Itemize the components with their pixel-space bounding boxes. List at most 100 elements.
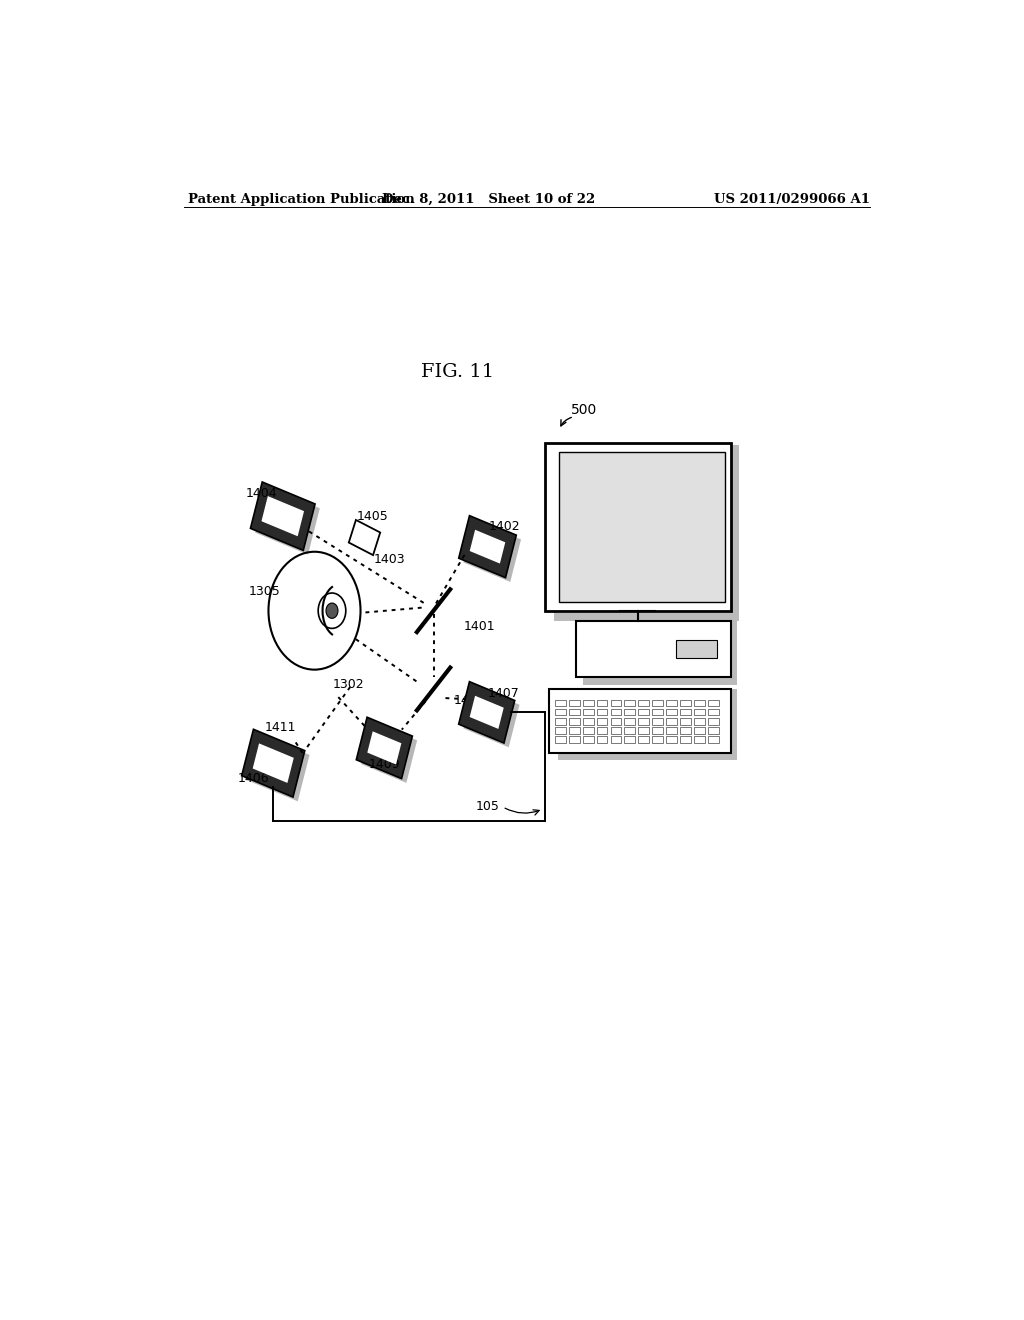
- Polygon shape: [583, 709, 594, 715]
- Polygon shape: [597, 727, 607, 734]
- Polygon shape: [242, 729, 305, 797]
- Polygon shape: [652, 709, 663, 715]
- Polygon shape: [597, 737, 607, 743]
- Polygon shape: [597, 718, 607, 725]
- Polygon shape: [610, 700, 622, 706]
- Polygon shape: [569, 709, 580, 715]
- Polygon shape: [583, 700, 594, 706]
- Text: 1305: 1305: [249, 585, 281, 598]
- Polygon shape: [555, 709, 566, 715]
- Polygon shape: [583, 718, 594, 725]
- Text: 500: 500: [571, 404, 597, 417]
- Polygon shape: [555, 727, 566, 734]
- Text: FIG. 11: FIG. 11: [421, 363, 494, 381]
- Polygon shape: [577, 620, 731, 677]
- Polygon shape: [247, 734, 309, 801]
- Polygon shape: [666, 709, 677, 715]
- Text: 1406: 1406: [238, 772, 269, 785]
- Polygon shape: [694, 718, 705, 725]
- Polygon shape: [708, 718, 719, 725]
- Text: US 2011/0299066 A1: US 2011/0299066 A1: [714, 193, 870, 206]
- Polygon shape: [652, 727, 663, 734]
- Text: 1302: 1302: [333, 678, 365, 692]
- Polygon shape: [569, 737, 580, 743]
- Text: 1407: 1407: [487, 686, 519, 700]
- Polygon shape: [555, 700, 566, 706]
- Polygon shape: [597, 700, 607, 706]
- Polygon shape: [666, 718, 677, 725]
- Polygon shape: [459, 516, 516, 578]
- Polygon shape: [251, 482, 315, 550]
- Polygon shape: [666, 700, 677, 706]
- Polygon shape: [694, 700, 705, 706]
- Polygon shape: [554, 445, 739, 620]
- Text: 1410: 1410: [454, 693, 485, 706]
- Polygon shape: [597, 709, 607, 715]
- Polygon shape: [610, 737, 622, 743]
- Polygon shape: [555, 737, 566, 743]
- Polygon shape: [368, 731, 401, 764]
- Polygon shape: [676, 640, 717, 657]
- Polygon shape: [694, 737, 705, 743]
- Polygon shape: [610, 709, 622, 715]
- Polygon shape: [253, 743, 294, 783]
- Text: 1405: 1405: [356, 510, 388, 523]
- Text: 1409: 1409: [369, 758, 400, 771]
- Polygon shape: [638, 727, 649, 734]
- Text: 1404: 1404: [246, 487, 278, 500]
- Polygon shape: [261, 496, 304, 536]
- Polygon shape: [583, 737, 594, 743]
- Polygon shape: [625, 709, 635, 715]
- Text: 105: 105: [475, 800, 500, 813]
- Polygon shape: [459, 681, 515, 743]
- Polygon shape: [610, 727, 622, 734]
- Polygon shape: [625, 718, 635, 725]
- Polygon shape: [638, 709, 649, 715]
- Polygon shape: [470, 529, 505, 564]
- Polygon shape: [361, 722, 417, 783]
- Text: 1401: 1401: [464, 620, 496, 634]
- Polygon shape: [569, 727, 580, 734]
- Polygon shape: [680, 737, 691, 743]
- Text: 1411: 1411: [264, 721, 296, 734]
- Polygon shape: [638, 718, 649, 725]
- Polygon shape: [680, 718, 691, 725]
- Polygon shape: [708, 737, 719, 743]
- Polygon shape: [583, 727, 594, 734]
- Polygon shape: [349, 520, 380, 556]
- Polygon shape: [464, 520, 521, 582]
- Polygon shape: [625, 727, 635, 734]
- Polygon shape: [666, 727, 677, 734]
- Polygon shape: [708, 709, 719, 715]
- Circle shape: [326, 603, 338, 618]
- Polygon shape: [625, 700, 635, 706]
- Polygon shape: [356, 717, 413, 779]
- Polygon shape: [652, 700, 663, 706]
- Polygon shape: [652, 737, 663, 743]
- Polygon shape: [680, 709, 691, 715]
- Polygon shape: [638, 700, 649, 706]
- Polygon shape: [569, 718, 580, 725]
- Polygon shape: [694, 727, 705, 734]
- Polygon shape: [638, 737, 649, 743]
- Polygon shape: [569, 700, 580, 706]
- Polygon shape: [255, 486, 319, 554]
- Polygon shape: [559, 453, 725, 602]
- Polygon shape: [708, 700, 719, 706]
- Polygon shape: [625, 737, 635, 743]
- Polygon shape: [464, 686, 519, 747]
- Polygon shape: [666, 737, 677, 743]
- Polygon shape: [610, 718, 622, 725]
- Text: Patent Application Publication: Patent Application Publication: [187, 193, 415, 206]
- Text: 1403: 1403: [374, 553, 406, 566]
- Polygon shape: [680, 700, 691, 706]
- Text: Dec. 8, 2011   Sheet 10 of 22: Dec. 8, 2011 Sheet 10 of 22: [382, 193, 596, 206]
- Text: 1402: 1402: [488, 520, 520, 533]
- Polygon shape: [652, 718, 663, 725]
- Polygon shape: [470, 696, 504, 729]
- Polygon shape: [549, 689, 731, 752]
- Polygon shape: [694, 709, 705, 715]
- Polygon shape: [680, 727, 691, 734]
- Polygon shape: [555, 718, 566, 725]
- Polygon shape: [545, 444, 731, 611]
